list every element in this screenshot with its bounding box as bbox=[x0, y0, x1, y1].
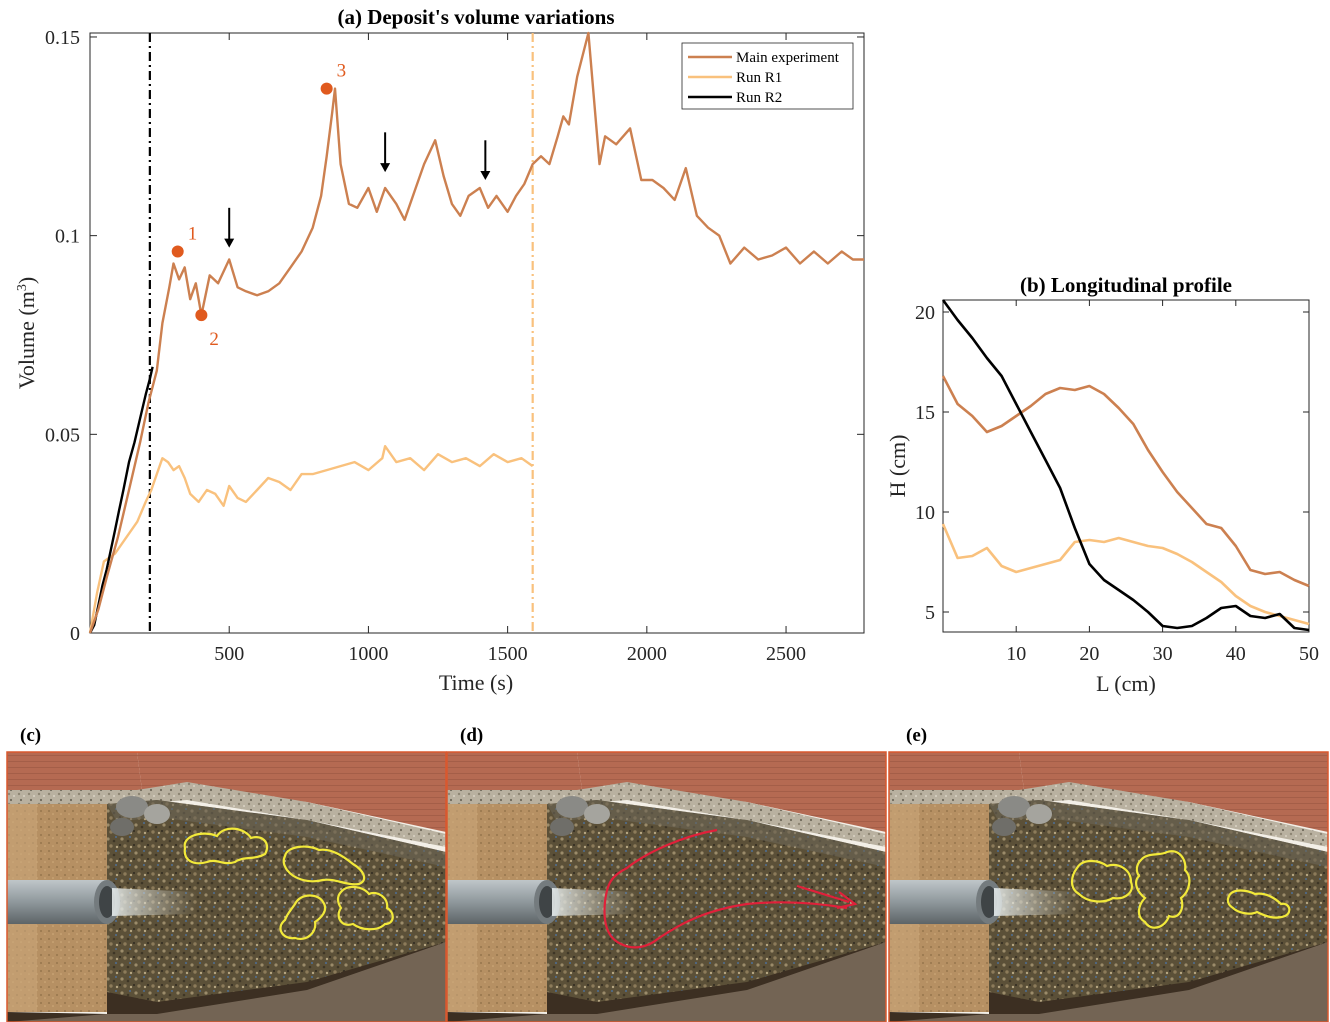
legend-label-run-r1: Run R1 bbox=[736, 70, 782, 86]
flow-outline bbox=[603, 828, 848, 949]
legend-label-run-r2: Run R2 bbox=[736, 90, 782, 106]
chart-a-annotations: 1 2 3 bbox=[171, 61, 491, 350]
chart-b-ytick-label: 20 bbox=[915, 302, 935, 324]
outline-e-3 bbox=[1226, 889, 1291, 919]
photo-d-label: (d) bbox=[460, 725, 483, 746]
chart-b-xtick-label: 30 bbox=[1153, 643, 1173, 665]
chart-a-title: (a) Deposit's volume variations bbox=[337, 5, 614, 29]
volume-chart: (a) Deposit's volume variations 500 1000 1… bbox=[14, 5, 865, 695]
flow-path-d bbox=[603, 828, 858, 949]
chart-a-arrow-head bbox=[224, 238, 235, 248]
chart-b-xtick-label: 50 bbox=[1299, 643, 1319, 665]
profile-run-r1 bbox=[941, 523, 1310, 626]
outline-c-1 bbox=[183, 827, 269, 865]
chart-b-xtick-label: 40 bbox=[1226, 643, 1246, 665]
chart-a-ylabel-text: Volume (m bbox=[14, 291, 39, 389]
chart-a-ylabel: Volume (m3) bbox=[14, 277, 39, 389]
chart-a-xtick-label: 1500 bbox=[488, 643, 528, 665]
chart-a-ticks: 500 1000 1500 2000 2500 0 0.05 0.1 0.15 bbox=[45, 27, 864, 665]
photo-c-label: (c) bbox=[20, 725, 41, 746]
flow-arrow-shaft bbox=[796, 884, 850, 904]
chart-a-arrow-head bbox=[380, 163, 391, 173]
outline-c-3 bbox=[336, 885, 394, 931]
chart-a-marker-point bbox=[171, 245, 184, 258]
chart-b-ytick-label: 5 bbox=[925, 602, 935, 624]
chart-b-ytick-label: 10 bbox=[915, 502, 935, 524]
chart-b-ytick-label: 15 bbox=[915, 402, 935, 424]
chart-a-ytick-label: 0.05 bbox=[45, 424, 80, 446]
chart-a-ytick-label: 0.1 bbox=[55, 226, 80, 248]
chart-b-xtick-label: 10 bbox=[1006, 643, 1026, 665]
chart-a-ytick-label: 0 bbox=[70, 623, 80, 645]
chart-b-ylabel: H (cm) bbox=[885, 435, 910, 498]
photo-e bbox=[888, 751, 1329, 1022]
chart-a-xtick-label: 2000 bbox=[627, 643, 667, 665]
photo-d bbox=[446, 751, 887, 1022]
legend-label-main-experiment: Main experiment bbox=[736, 50, 840, 66]
chart-a-marker-point bbox=[195, 309, 208, 322]
chart-a-xtick-label: 2500 bbox=[766, 643, 806, 665]
chart-a-marker-label: 2 bbox=[209, 329, 219, 350]
deposit-outlines-c bbox=[183, 827, 394, 940]
outline-e-1 bbox=[1070, 859, 1133, 903]
chart-b-frame bbox=[942, 299, 1310, 633]
outline-c-2 bbox=[282, 845, 366, 886]
profile-main-experiment bbox=[941, 375, 1310, 588]
photo-d-frame bbox=[446, 751, 887, 1022]
chart-a-ylabel-close: ) bbox=[14, 277, 39, 284]
chart-b-ticks: 10 20 30 40 50 5 10 15 20 bbox=[915, 300, 1319, 665]
chart-a-arrow-head bbox=[480, 171, 491, 181]
profile-chart: (b) Longitudinal profile 10 20 30 40 50 5 10 15… bbox=[885, 273, 1319, 696]
chart-a-marker-point bbox=[320, 82, 333, 95]
chart-a-xlabel: Time (s) bbox=[439, 670, 513, 695]
chart-a-series-lines bbox=[88, 31, 864, 634]
series-run-r1 bbox=[88, 445, 534, 634]
series-main-experiment bbox=[88, 31, 864, 634]
chart-b-series-lines bbox=[941, 299, 1310, 632]
chart-a-ytick-label: 0.15 bbox=[45, 27, 80, 49]
chart-a-frame bbox=[89, 32, 865, 634]
chart-a-xtick-label: 500 bbox=[214, 643, 244, 665]
chart-a-ylabel-sup: 3 bbox=[15, 284, 30, 291]
series-run-r2 bbox=[88, 366, 154, 634]
chart-a-legend: Main experiment Run R1 Run R2 bbox=[681, 42, 854, 110]
chart-b-xtick-label: 20 bbox=[1079, 643, 1099, 665]
chart-a-marker-label: 1 bbox=[188, 224, 198, 245]
photo-e-frame bbox=[888, 751, 1329, 1022]
photo-e-label: (e) bbox=[906, 725, 927, 746]
profile-run-r2 bbox=[941, 299, 1310, 632]
deposit-outlines-e bbox=[1070, 850, 1291, 929]
chart-b-title: (b) Longitudinal profile bbox=[1020, 273, 1232, 297]
chart-a-marker-label: 3 bbox=[337, 61, 347, 82]
flow-arrow-head bbox=[836, 891, 858, 910]
outline-c-4 bbox=[279, 894, 327, 940]
photo-c bbox=[6, 751, 447, 1022]
chart-a-xtick-label: 1000 bbox=[348, 643, 388, 665]
photo-c-frame bbox=[6, 751, 447, 1022]
chart-b-xlabel: L (cm) bbox=[1096, 671, 1156, 696]
outline-e-2 bbox=[1135, 850, 1191, 929]
